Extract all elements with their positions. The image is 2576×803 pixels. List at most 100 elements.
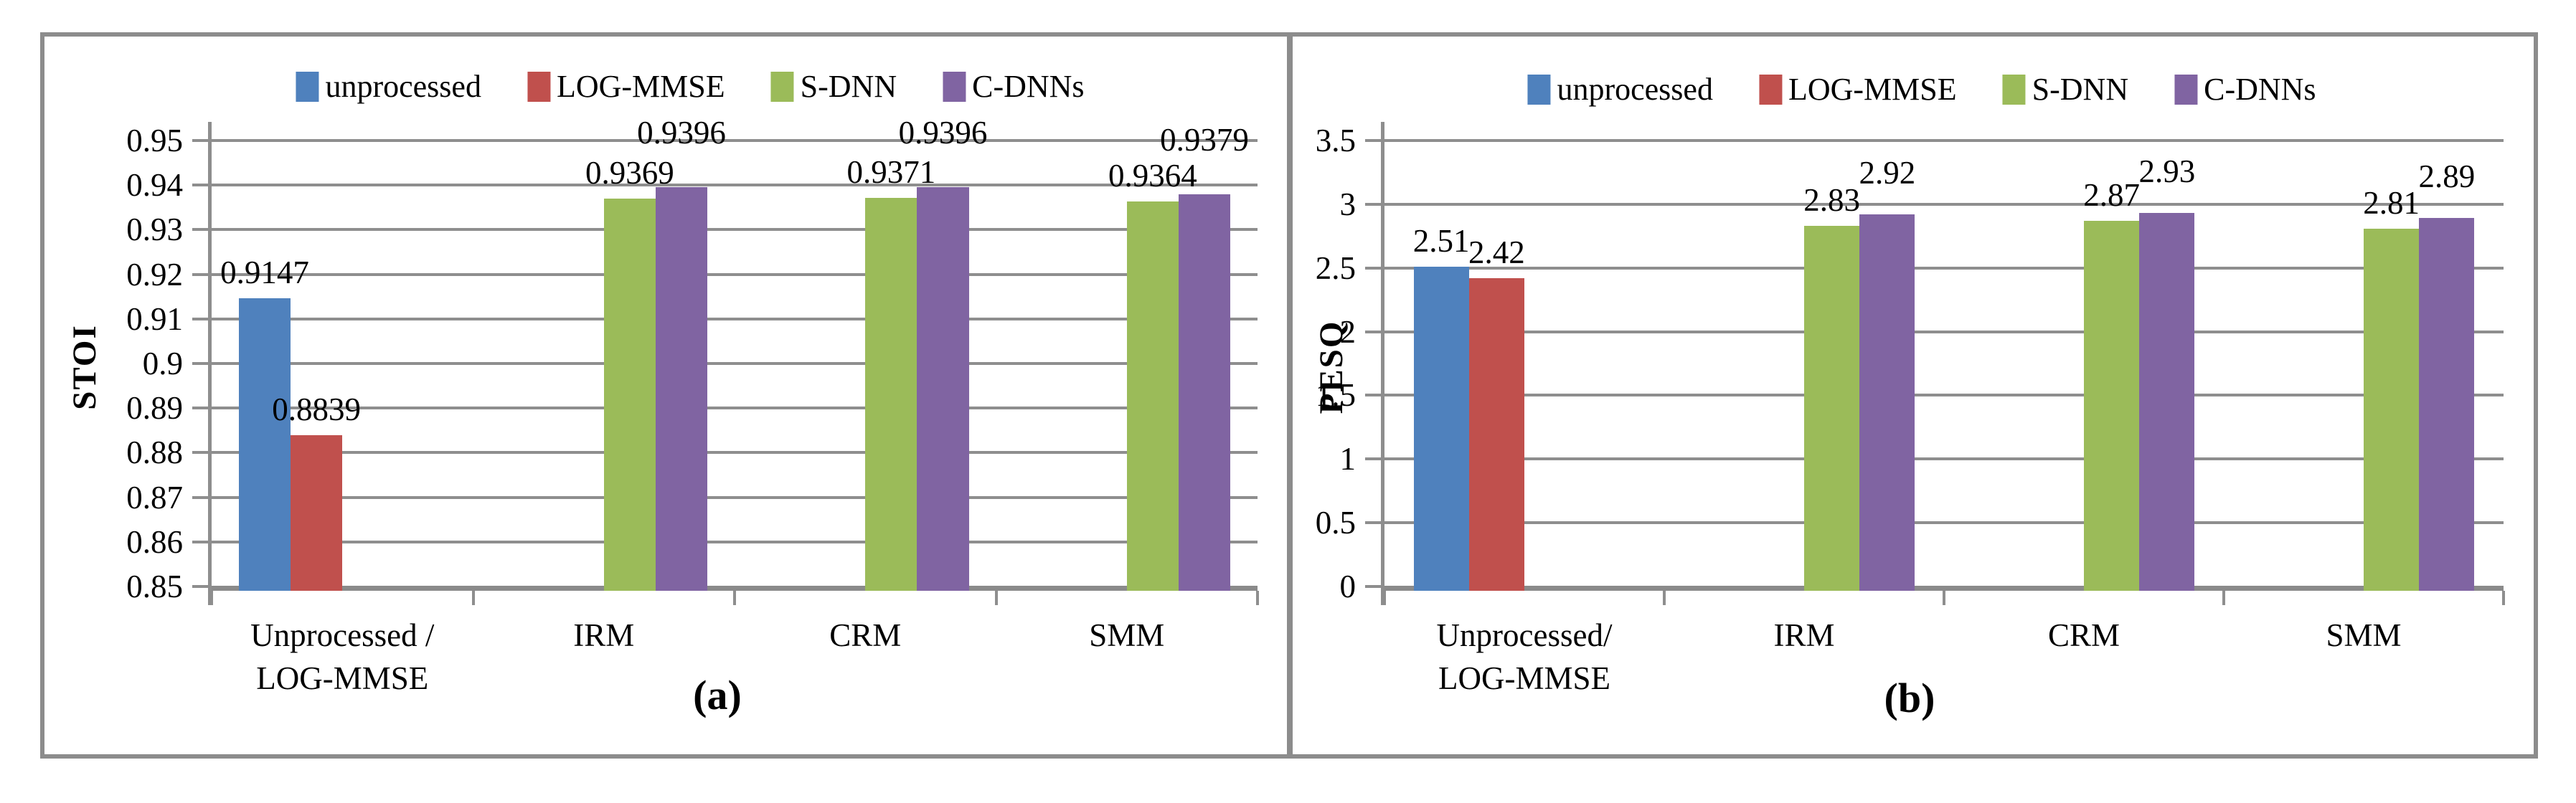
- legend-label: LOG-MMSE: [1788, 72, 1957, 107]
- bar-value-label: 2.87: [2083, 176, 2140, 213]
- y-axis-tick: [192, 407, 208, 410]
- legend-swatch-icon: [943, 72, 966, 102]
- y-axis-tick: [1365, 394, 1381, 397]
- bar-value-label: 0.9396: [637, 114, 726, 151]
- x-axis-tick: [1256, 591, 1259, 605]
- x-axis-tick: [2502, 591, 2505, 605]
- y-axis-title-stoi: STOI: [66, 324, 103, 410]
- bar-unprocessed: [1413, 266, 1469, 591]
- y-axis-tick: [192, 540, 208, 543]
- y-tick-label: 0.88: [126, 434, 183, 471]
- bar-LOG-MMSE: [1468, 277, 1524, 591]
- y-axis-tick: [192, 362, 208, 365]
- legend-item-LOG-MMSE: LOG-MMSE: [1758, 72, 1957, 108]
- x-axis-tick: [733, 591, 736, 605]
- bar-value-label: 2.92: [1859, 155, 1916, 191]
- legend-label: LOG-MMSE: [556, 69, 725, 104]
- y-tick-label: 3.5: [1315, 123, 1356, 158]
- y-axis-tick: [192, 272, 208, 276]
- gridline: [212, 362, 1258, 365]
- category-label: SMM: [926, 614, 1328, 657]
- y-axis-tick: [192, 228, 208, 232]
- category-label-line: CRM: [829, 617, 902, 653]
- y-axis-tick: [1365, 330, 1381, 333]
- y-axis-tick: [192, 585, 208, 588]
- gridline: [212, 228, 1258, 232]
- panel-divider: [1287, 32, 1293, 759]
- legend-swatch-icon: [2174, 75, 2198, 105]
- bar-value-label: 2.81: [2363, 184, 2420, 221]
- category-label-line: Unprocessed/: [1436, 617, 1613, 653]
- bar-unprocessed: [238, 298, 291, 591]
- legend-swatch-icon: [296, 72, 319, 102]
- category-label-line: IRM: [573, 617, 635, 653]
- y-axis-tick: [192, 139, 208, 142]
- legend-item-unprocessed: unprocessed: [296, 69, 481, 105]
- legend-label: unprocessed: [325, 69, 481, 104]
- x-axis-tick: [1383, 591, 1386, 605]
- legend-label: C-DNNs: [972, 69, 1085, 104]
- legend-swatch-icon: [527, 72, 550, 102]
- legend: unprocessed LOG-MMSE S-DNN C-DNNs: [1527, 72, 2316, 108]
- category-label: IRM: [1603, 614, 2005, 657]
- bar-value-label: 0.9364: [1108, 157, 1197, 194]
- bar-C-DNNs: [1178, 194, 1231, 591]
- bar-S-DNN: [865, 198, 917, 591]
- bar-C-DNNs: [917, 186, 969, 591]
- y-axis-title-pesq: PESQ: [1313, 320, 1350, 414]
- legend-item-unprocessed: unprocessed: [1527, 72, 1713, 108]
- x-axis-tick: [2222, 591, 2225, 605]
- y-tick-label: 0.94: [126, 167, 183, 204]
- y-tick-label: 1: [1339, 441, 1357, 477]
- y-tick-label: 0.89: [126, 390, 183, 427]
- x-axis-tick: [1943, 591, 1945, 605]
- x-axis-baseline: [208, 586, 1258, 591]
- category-label-line: SMM: [1089, 617, 1165, 653]
- y-axis-tick: [192, 451, 208, 455]
- legend-swatch-icon: [2002, 75, 2026, 105]
- gridline: [1384, 266, 2504, 270]
- bar-S-DNN: [1804, 226, 1860, 591]
- legend-swatch-icon: [1758, 75, 1782, 105]
- category-label-line: Unprocessed /: [250, 617, 435, 653]
- y-axis-tick: [1365, 202, 1381, 206]
- gridline: [212, 139, 1258, 142]
- y-tick-label: 1.5: [1315, 377, 1356, 414]
- y-axis-tick: [1365, 585, 1381, 588]
- y-axis-tick: [1365, 521, 1381, 525]
- y-tick-label: 2: [1339, 313, 1357, 350]
- bar-S-DNN: [2364, 228, 2420, 591]
- category-label: IRM: [403, 614, 805, 657]
- x-axis-baseline: [1381, 586, 2504, 591]
- y-axis-line: [208, 122, 212, 605]
- bar-value-label: 2.93: [2138, 153, 2196, 190]
- bar-value-label: 0.9396: [898, 114, 988, 151]
- legend-swatch-icon: [770, 72, 794, 102]
- gridline: [1384, 457, 2504, 461]
- y-axis-line: [1381, 122, 1384, 605]
- gridline: [1384, 330, 2504, 333]
- y-tick-label: 0.5: [1315, 505, 1356, 541]
- y-axis-tick: [1365, 139, 1381, 142]
- legend-item-C-DNNs: C-DNNs: [2174, 72, 2316, 108]
- y-axis-tick: [192, 184, 208, 187]
- y-tick-label: 2.5: [1315, 250, 1356, 286]
- bar-C-DNNs: [2419, 218, 2475, 591]
- bar-value-label: 2.89: [2418, 158, 2476, 195]
- category-label-line: LOG-MMSE: [1438, 660, 1610, 696]
- bar-value-label: 0.9147: [220, 254, 309, 290]
- y-tick-label: 0.92: [126, 256, 183, 293]
- y-tick-label: 0.87: [126, 479, 183, 515]
- y-tick-label: 0.86: [126, 523, 183, 560]
- bar-value-label: 2.83: [1803, 182, 1860, 219]
- legend-label: S-DNN: [2032, 72, 2129, 107]
- category-label-line: LOG-MMSE: [256, 660, 429, 696]
- category-label-line: SMM: [2326, 617, 2402, 653]
- legend-swatch-icon: [1527, 75, 1551, 105]
- x-axis-tick: [471, 591, 475, 605]
- bar-C-DNNs: [1859, 214, 1915, 591]
- legend-label: S-DNN: [800, 69, 897, 104]
- legend-item-LOG-MMSE: LOG-MMSE: [527, 69, 725, 105]
- bar-S-DNN: [603, 199, 656, 591]
- bar-S-DNN: [1126, 201, 1179, 591]
